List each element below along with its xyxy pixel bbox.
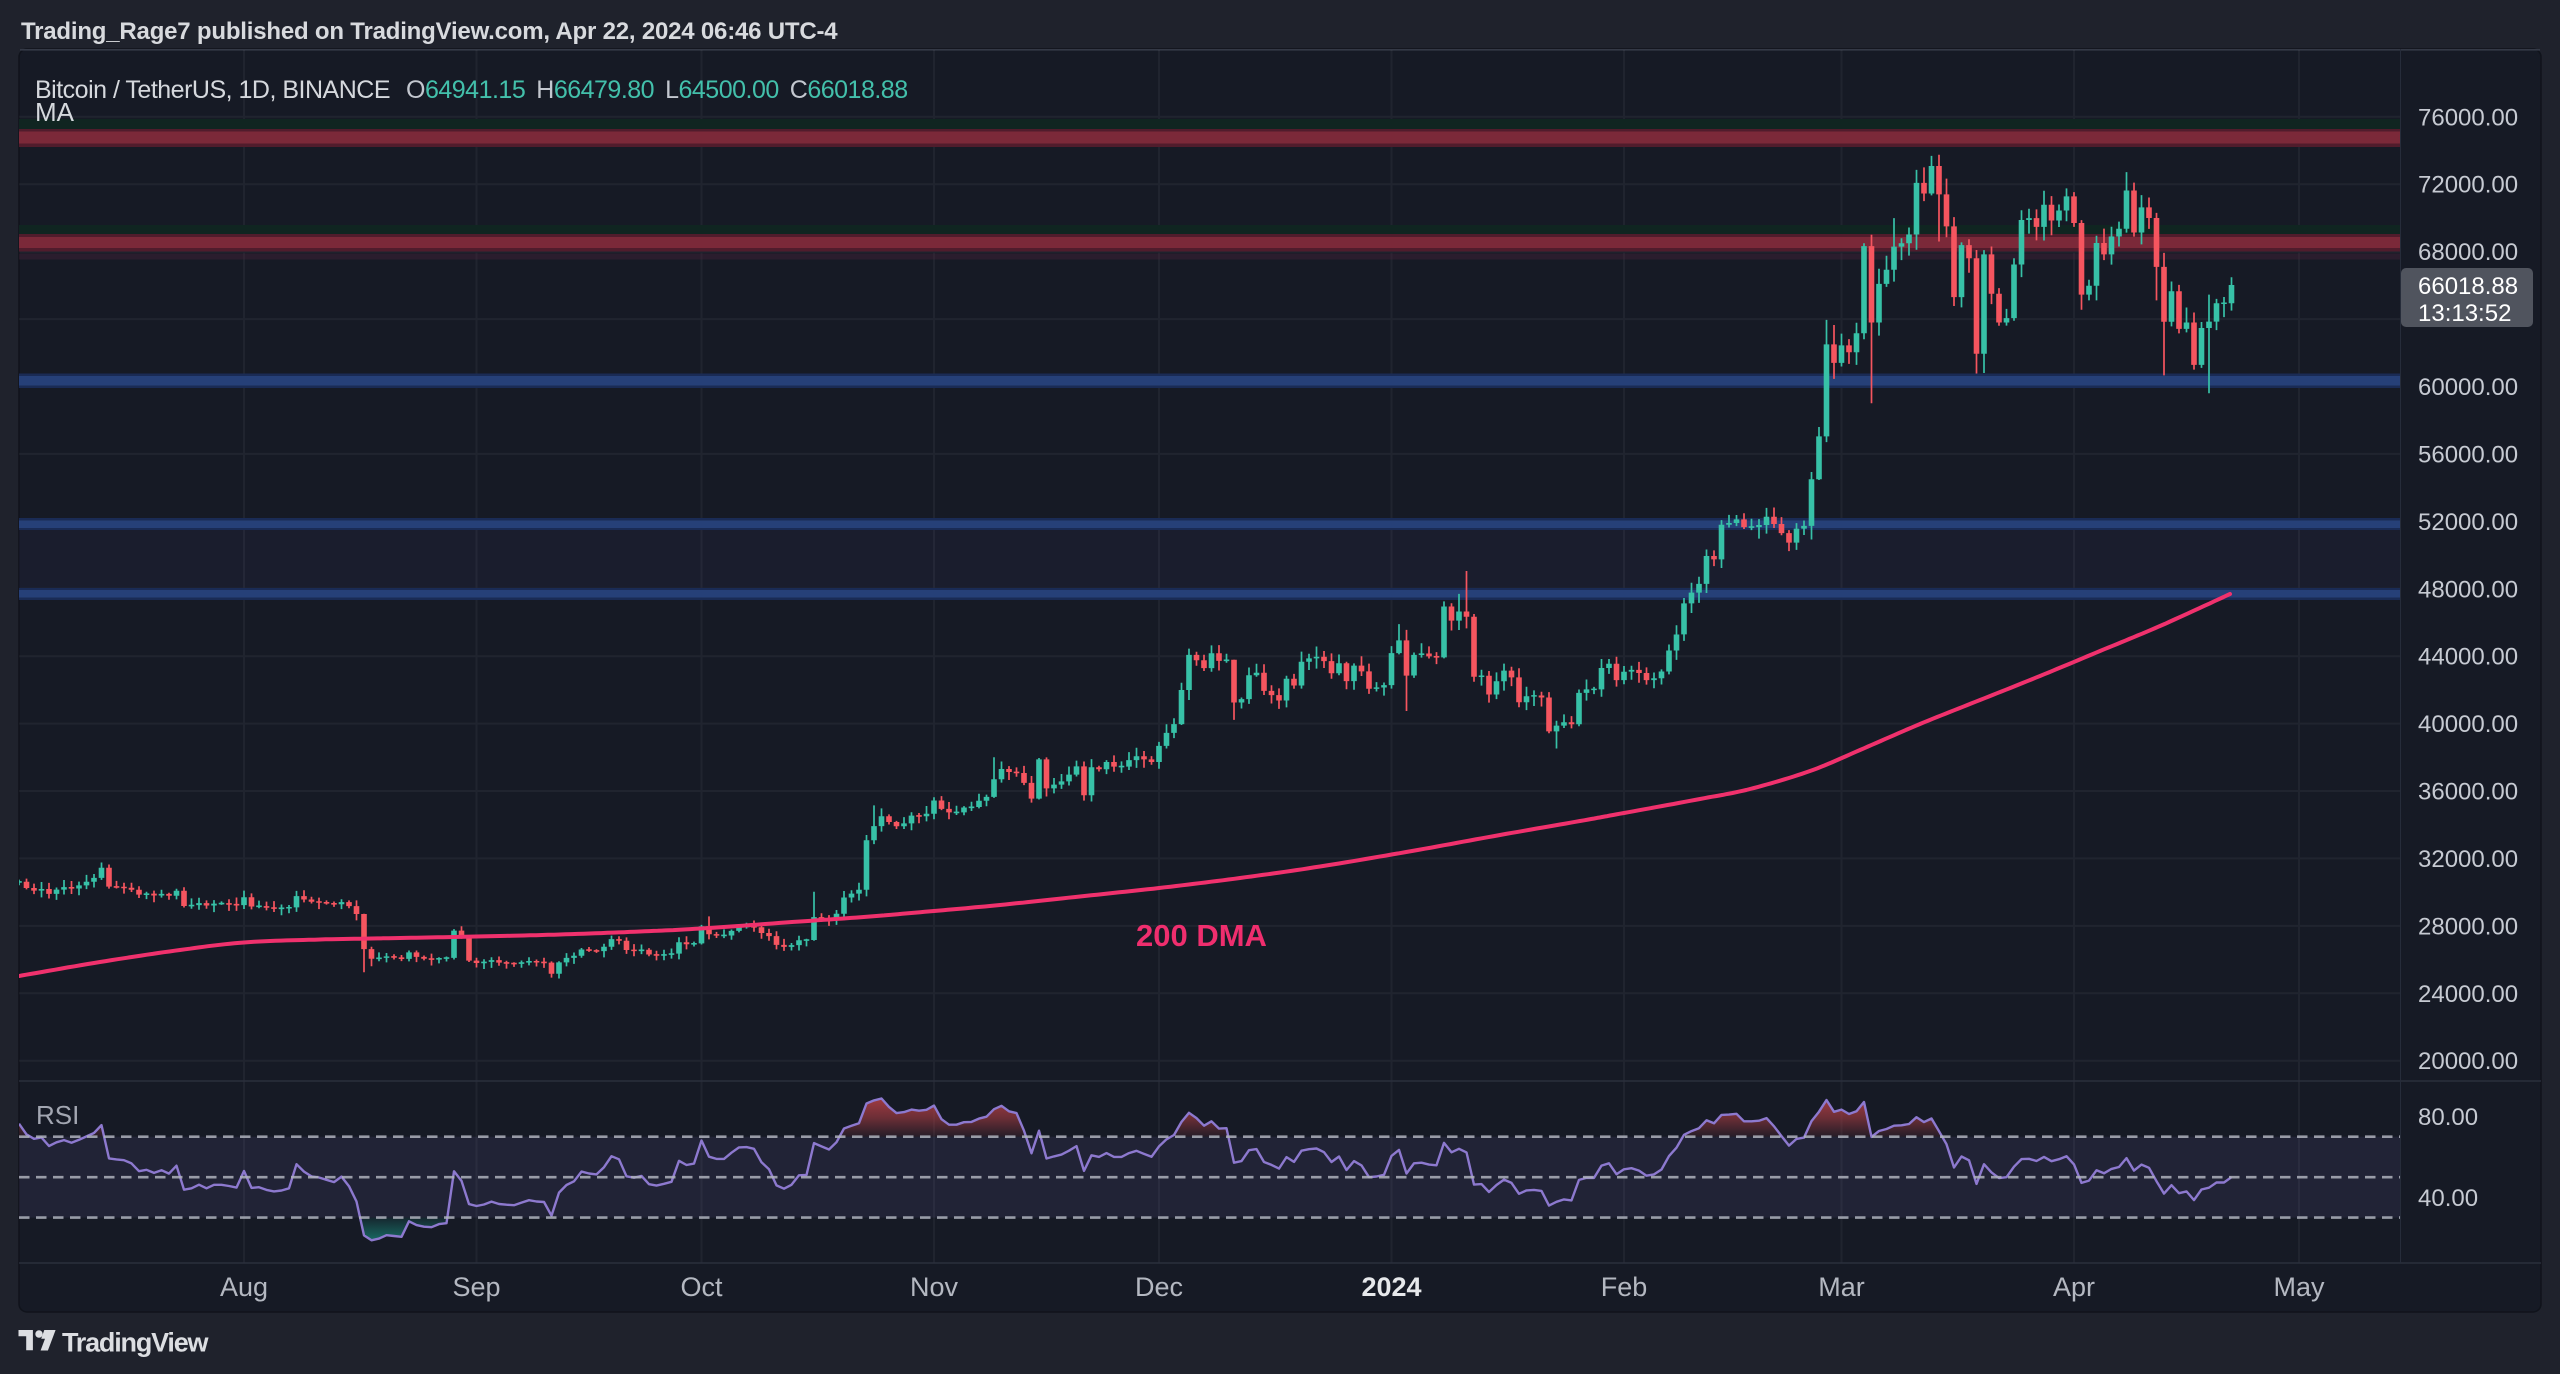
svg-text:32000.00: 32000.00 [2418, 846, 2518, 873]
svg-text:Feb: Feb [1601, 1272, 1648, 1302]
svg-text:28000.00: 28000.00 [2418, 913, 2518, 940]
svg-text:Mar: Mar [1818, 1272, 1865, 1302]
svg-text:40000.00: 40000.00 [2418, 711, 2518, 738]
svg-text:TradingView: TradingView [62, 1328, 210, 1358]
svg-text:66018.88: 66018.88 [2418, 273, 2518, 300]
svg-text:72000.00: 72000.00 [2418, 172, 2518, 199]
svg-text:60000.00: 60000.00 [2418, 374, 2518, 401]
svg-text:Dec: Dec [1135, 1272, 1183, 1302]
svg-text:56000.00: 56000.00 [2418, 441, 2518, 468]
svg-text:Bitcoin / TetherUS, 1D, BINANC: Bitcoin / TetherUS, 1D, BINANCE O64941.15… [35, 76, 908, 104]
svg-text:52000.00: 52000.00 [2418, 509, 2518, 536]
svg-text:2024: 2024 [1361, 1272, 1421, 1302]
svg-text:68000.00: 68000.00 [2418, 239, 2518, 266]
svg-text:44000.00: 44000.00 [2418, 644, 2518, 671]
svg-text:40.00: 40.00 [2418, 1185, 2478, 1212]
svg-text:20000.00: 20000.00 [2418, 1048, 2518, 1075]
svg-text:May: May [2273, 1272, 2325, 1302]
svg-text:200 DMA: 200 DMA [1136, 918, 1267, 953]
svg-text:24000.00: 24000.00 [2418, 981, 2518, 1008]
svg-text:RSI: RSI [36, 1100, 79, 1130]
svg-text:36000.00: 36000.00 [2418, 779, 2518, 806]
svg-text:Apr: Apr [2053, 1272, 2095, 1302]
svg-text:76000.00: 76000.00 [2418, 104, 2518, 131]
svg-text:48000.00: 48000.00 [2418, 576, 2518, 603]
svg-text:Sep: Sep [452, 1272, 500, 1302]
svg-text:Aug: Aug [220, 1272, 268, 1302]
svg-text:MA: MA [35, 97, 75, 127]
svg-text:Nov: Nov [910, 1272, 959, 1302]
svg-text:Oct: Oct [680, 1272, 723, 1302]
svg-text:Trading_Rage7 published on Tra: Trading_Rage7 published on TradingView.c… [21, 18, 838, 45]
svg-text:13:13:52: 13:13:52 [2418, 300, 2511, 327]
svg-text:80.00: 80.00 [2418, 1104, 2478, 1131]
